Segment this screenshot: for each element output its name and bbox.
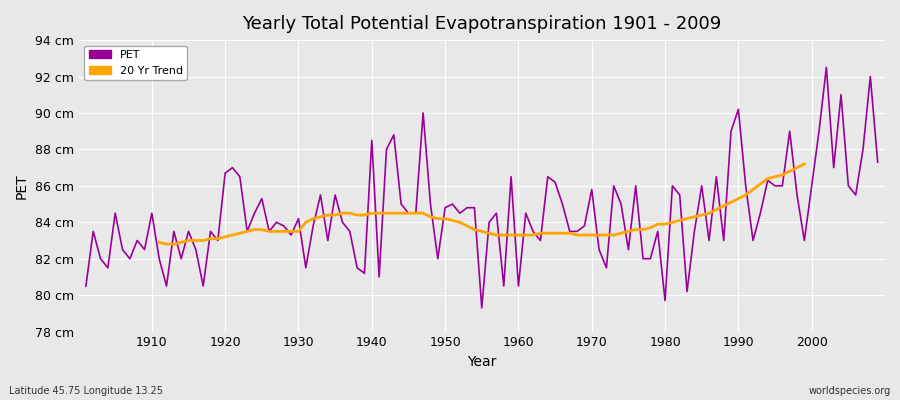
Text: worldspecies.org: worldspecies.org bbox=[809, 386, 891, 396]
Text: Latitude 45.75 Longitude 13.25: Latitude 45.75 Longitude 13.25 bbox=[9, 386, 163, 396]
Legend: PET, 20 Yr Trend: PET, 20 Yr Trend bbox=[84, 46, 187, 80]
Title: Yearly Total Potential Evapotranspiration 1901 - 2009: Yearly Total Potential Evapotranspiratio… bbox=[242, 15, 722, 33]
Y-axis label: PET: PET bbox=[15, 173, 29, 199]
X-axis label: Year: Year bbox=[467, 355, 497, 369]
